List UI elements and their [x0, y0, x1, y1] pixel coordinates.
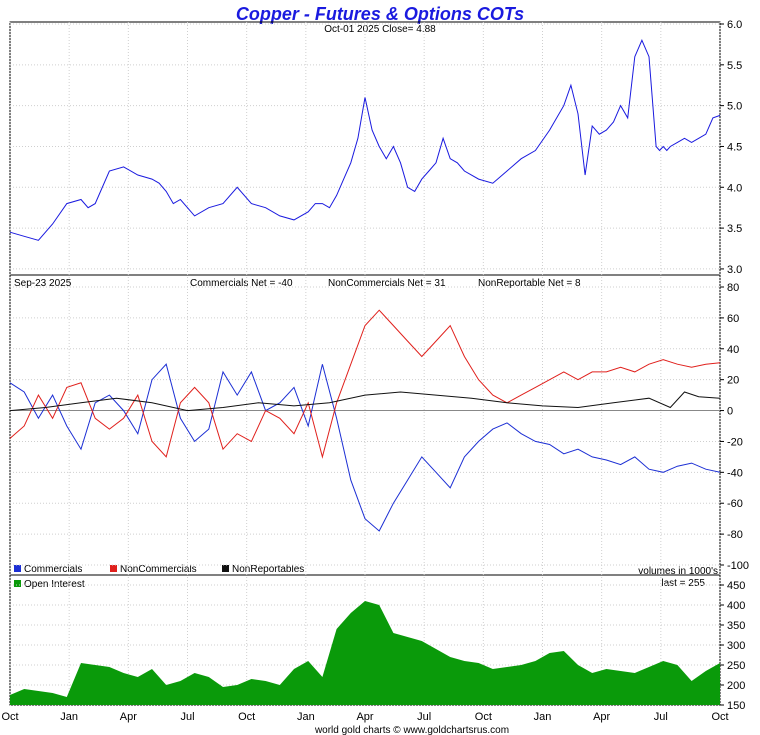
nonreportables-line — [9, 391, 721, 412]
y-tick-label: 20 — [727, 375, 739, 387]
y-tick-label: 300 — [727, 640, 745, 652]
x-tick-label: Jan — [297, 711, 315, 723]
volumes-note: volumes in 1000's — [638, 566, 718, 577]
cot-date: Sep-23 2025 — [14, 278, 72, 289]
legend-nonreportables: NonReportables — [232, 564, 304, 575]
commercials-swatch — [14, 565, 21, 572]
y-tick-label: -20 — [727, 436, 743, 448]
open-interest-area — [10, 601, 720, 705]
y-tick-label: 4.0 — [727, 182, 742, 194]
x-tick-label: Jul — [180, 711, 194, 723]
x-tick-label: Oct — [1, 711, 18, 723]
legend-noncommercials: NonCommercials — [120, 564, 197, 575]
y-tick-label: 450 — [727, 580, 745, 592]
noncommercials-net-label: NonCommercials Net = 31 — [328, 278, 446, 289]
noncommercials-swatch — [110, 565, 117, 572]
y-tick-label: 150 — [727, 700, 745, 712]
nonreportable-net-label: NonReportable Net = 8 — [478, 278, 581, 289]
y-tick-label: 60 — [727, 313, 739, 325]
legend-commercials: Commercials — [24, 564, 82, 575]
y-tick-label: 3.0 — [727, 264, 742, 276]
x-tick-label: Apr — [593, 711, 610, 723]
x-tick-label: Jan — [534, 711, 552, 723]
legend-open-interest: Open Interest — [24, 579, 85, 590]
grid-layer — [9, 22, 721, 706]
footer-credit: world gold charts © www.goldchartsrus.co… — [314, 725, 509, 735]
ticks-layer: Oct Jan Apr Jul Oct Jan Apr Jul Oct Jan Apr Jul Oct 3… — [1, 19, 749, 723]
y-tick-label: -40 — [727, 467, 743, 479]
open-interest-swatch — [14, 580, 21, 587]
commercials-line — [9, 363, 721, 532]
y-tick-label: 200 — [727, 680, 745, 692]
y-tick-label: 350 — [727, 620, 745, 632]
y-tick-label: 6.0 — [727, 19, 742, 31]
chart-title: Copper - Futures & Options COTs — [236, 4, 524, 24]
y-tick-label: 400 — [727, 600, 745, 612]
y-tick-label: -100 — [727, 560, 749, 572]
x-tick-label: Oct — [711, 711, 728, 723]
price-caption: Oct-01 2025 Close= 4.88 — [324, 24, 436, 35]
x-tick-label: Oct — [475, 711, 492, 723]
y-tick-label: 4.5 — [727, 141, 742, 153]
last-note: last = 255 — [661, 578, 705, 589]
commercials-net-label: Commercials Net = -40 — [190, 278, 293, 289]
y-tick-label: 40 — [727, 344, 739, 356]
y-tick-label: 80 — [727, 282, 739, 294]
y-tick-label: -60 — [727, 498, 743, 510]
x-tick-label: Apr — [356, 711, 373, 723]
y-tick-label: 5.0 — [727, 101, 742, 113]
noncommercials-line — [9, 309, 721, 459]
x-tick-label: Apr — [120, 711, 137, 723]
x-tick-label: Jan — [60, 711, 78, 723]
price-line — [9, 39, 721, 241]
y-tick-label: 0 — [727, 406, 733, 418]
marks-layer — [9, 39, 721, 705]
nonreportables-swatch — [222, 565, 229, 572]
y-tick-label: 250 — [727, 660, 745, 672]
y-tick-label: 5.5 — [727, 60, 742, 72]
y-tick-label: -80 — [727, 529, 743, 541]
x-tick-label: Oct — [238, 711, 255, 723]
y-tick-label: 3.5 — [727, 223, 742, 235]
x-tick-label: Jul — [654, 711, 668, 723]
x-tick-label: Jul — [417, 711, 431, 723]
